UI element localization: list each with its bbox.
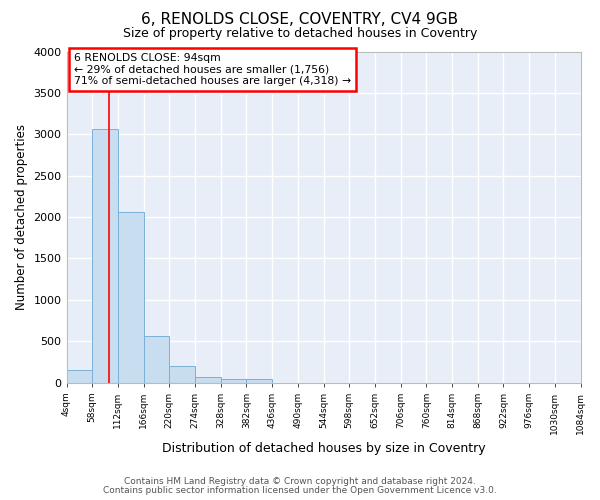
Bar — [169, 366, 195, 382]
Bar — [67, 370, 92, 382]
X-axis label: Distribution of detached houses by size in Coventry: Distribution of detached houses by size … — [162, 442, 485, 455]
Y-axis label: Number of detached properties: Number of detached properties — [15, 124, 28, 310]
Bar — [247, 379, 272, 382]
Bar — [118, 212, 143, 382]
Text: Contains HM Land Registry data © Crown copyright and database right 2024.: Contains HM Land Registry data © Crown c… — [124, 477, 476, 486]
Bar — [143, 336, 169, 382]
Bar — [195, 377, 221, 382]
Bar — [221, 379, 247, 382]
Text: Contains public sector information licensed under the Open Government Licence v3: Contains public sector information licen… — [103, 486, 497, 495]
Text: 6, RENOLDS CLOSE, COVENTRY, CV4 9GB: 6, RENOLDS CLOSE, COVENTRY, CV4 9GB — [142, 12, 458, 28]
Bar — [92, 130, 118, 382]
Text: 6 RENOLDS CLOSE: 94sqm
← 29% of detached houses are smaller (1,756)
71% of semi-: 6 RENOLDS CLOSE: 94sqm ← 29% of detached… — [74, 53, 352, 86]
Text: Size of property relative to detached houses in Coventry: Size of property relative to detached ho… — [123, 28, 477, 40]
